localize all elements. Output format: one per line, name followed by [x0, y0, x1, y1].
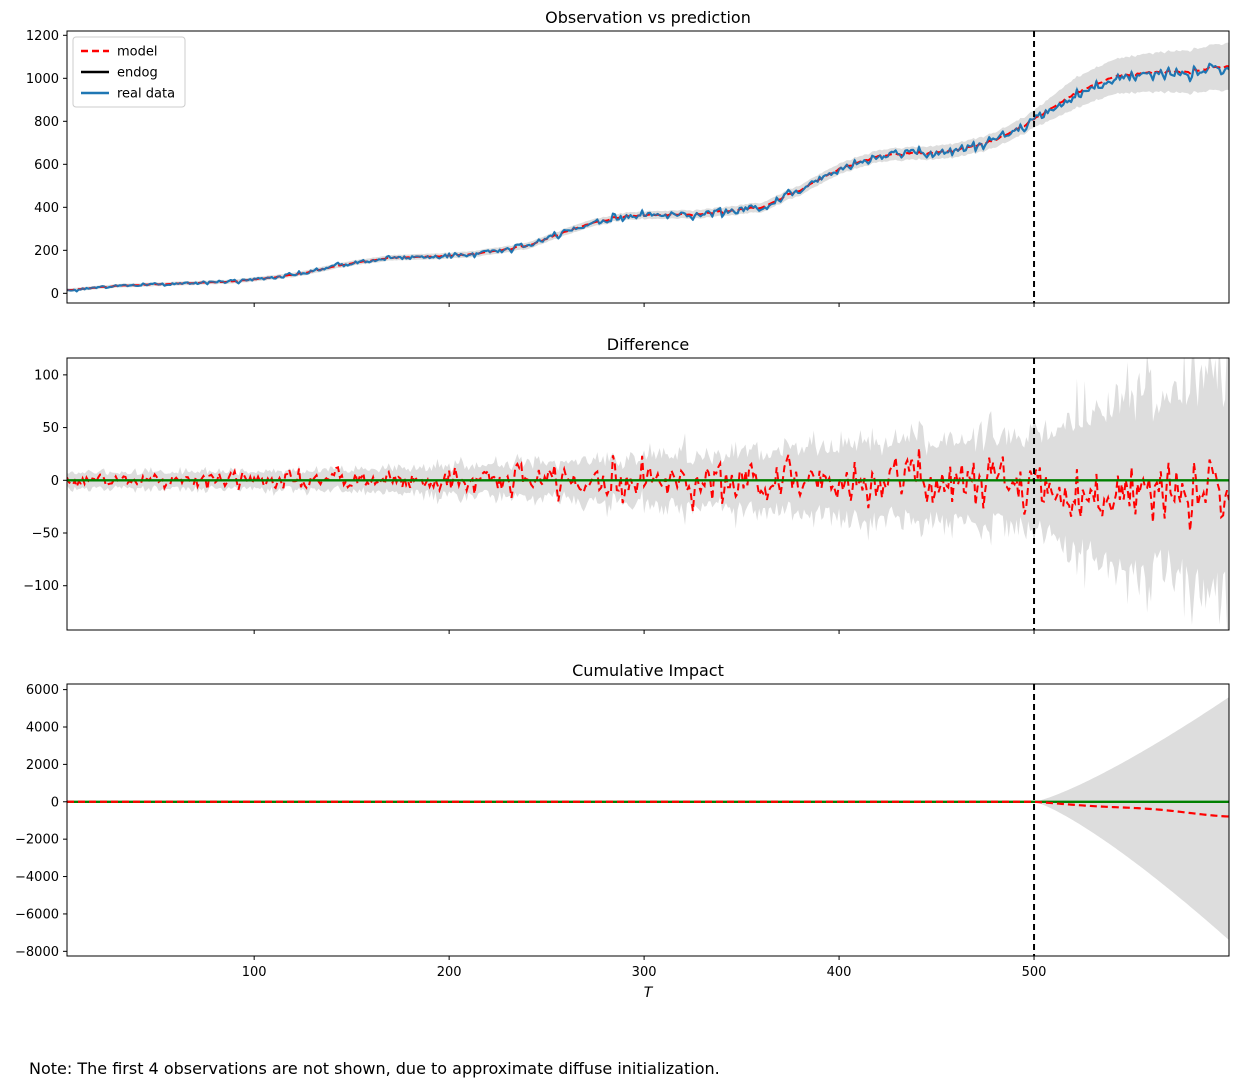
y-tick-label: −2000 [15, 833, 59, 848]
legend-label: endog [117, 66, 158, 81]
y-tick-label: 400 [34, 201, 59, 216]
y-tick-label: 1200 [26, 29, 59, 44]
y-tick-label: −50 [32, 527, 59, 542]
plot-area [67, 358, 1229, 630]
y-tick-label: 0 [51, 474, 59, 489]
x-tick-label: 500 [1022, 965, 1047, 980]
prediction-interval-band [67, 42, 1229, 292]
y-tick-label: 200 [34, 244, 59, 259]
axes-frame [66, 30, 1230, 304]
subplot-title: Difference [607, 335, 689, 354]
plot-area [67, 42, 1229, 293]
plot-area [67, 697, 1229, 941]
x-tick-label: 300 [632, 965, 657, 980]
difference-interval-band [67, 358, 1229, 630]
subplot-title: Observation vs prediction [545, 8, 751, 27]
y-tick-label: 2000 [26, 758, 59, 773]
x-tick-label: 100 [242, 965, 267, 980]
legend-label: model [117, 45, 157, 60]
y-tick-label: 1000 [26, 72, 59, 87]
y-tick-label: 6000 [26, 683, 59, 698]
x-tick-label: 400 [827, 965, 852, 980]
y-tick-label: 800 [34, 115, 59, 130]
subplot-title: Cumulative Impact [572, 661, 724, 680]
y-tick-label: −6000 [15, 907, 59, 922]
x-axis-label: T [644, 985, 654, 1001]
y-tick-label: 600 [34, 158, 59, 173]
y-tick-label: 0 [51, 795, 59, 810]
y-tick-label: −8000 [15, 945, 59, 960]
series-difference [67, 448, 1229, 531]
subplot-3: −8000 −6000 −4000 −2000 0 2000 4000 6000 100 200 3… [15, 661, 1230, 1001]
x-tick-label: 200 [437, 965, 462, 980]
axes-frame [66, 683, 1230, 957]
y-tick-label: −100 [23, 579, 59, 594]
legend-label: real data [117, 87, 175, 102]
axes-frame [66, 357, 1230, 631]
subplot-2: −100 −50 0 50 100 Difference [23, 335, 1230, 634]
footnote: Note: The first 4 observations are not s… [29, 1059, 720, 1078]
y-tick-label: 0 [51, 287, 59, 302]
series-cumulative [67, 800, 1229, 818]
y-tick-label: 4000 [26, 720, 59, 735]
subplot-1: 0 200 400 600 800 1000 1200 Observation vs pred… [26, 8, 1230, 307]
y-tick-label: 50 [42, 421, 59, 436]
legend-frame [72, 36, 186, 108]
legend: model endog real data [72, 36, 186, 108]
cumulative-interval-band [1034, 697, 1229, 941]
y-tick-label: 100 [34, 368, 59, 383]
series-real-data-overlay [67, 62, 1229, 293]
y-tick-label: −4000 [15, 870, 59, 885]
